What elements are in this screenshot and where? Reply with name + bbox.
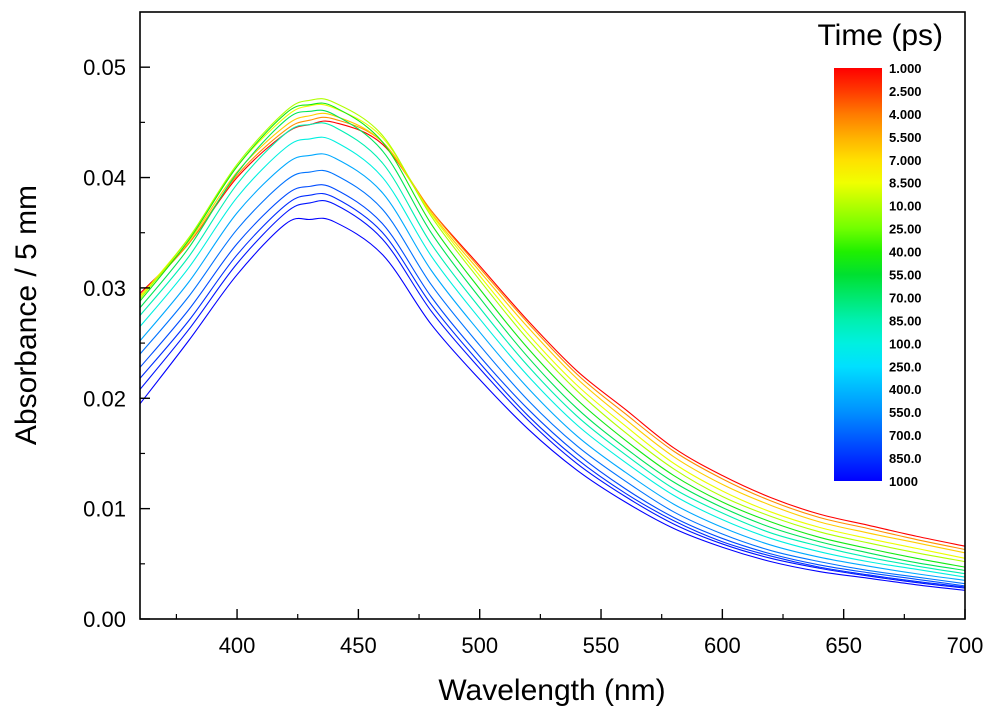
legend-label: 25.00 — [889, 222, 922, 237]
legend-label: 7.000 — [889, 153, 922, 168]
spectrum-line — [140, 153, 965, 581]
legend-label: 40.00 — [889, 245, 922, 260]
y-tick-label: 0.02 — [83, 386, 126, 411]
legend-label: 55.00 — [889, 268, 922, 283]
spectrum-line — [140, 184, 965, 587]
spectrum-line — [140, 98, 965, 563]
x-tick-label: 400 — [219, 633, 256, 658]
legend-label: 400.0 — [889, 382, 922, 397]
legend-label: 250.0 — [889, 359, 922, 374]
x-tick-label: 600 — [704, 633, 741, 658]
legend-label: 10.00 — [889, 199, 922, 214]
legend-label: 5.500 — [889, 130, 922, 145]
legend-label: 70.00 — [889, 290, 922, 305]
y-tick-label: 0.04 — [83, 166, 126, 191]
y-tick-label: 0.03 — [83, 276, 126, 301]
x-tick-label: 500 — [461, 633, 498, 658]
spectrum-line — [140, 217, 965, 591]
legend-label: 8.500 — [889, 176, 922, 191]
x-axis: 400 450 500 550 600 650 700 — [175, 609, 984, 658]
legend-label: 2.500 — [889, 84, 922, 99]
y-tick-label: 0.00 — [83, 607, 126, 632]
x-tick-label: 650 — [825, 633, 862, 658]
spectra-series-group — [140, 98, 965, 591]
y-axis-label: Absorbance / 5 mm — [10, 185, 43, 445]
legend-label: 1.000 — [889, 61, 922, 76]
legend-label: 1000 — [889, 474, 918, 489]
legend-label: 100.0 — [889, 336, 922, 351]
legend-label: 850.0 — [889, 451, 922, 466]
y-tick-label: 0.01 — [83, 497, 126, 522]
spectrum-line — [140, 103, 965, 559]
spectrum-line — [140, 200, 965, 589]
x-tick-label: 700 — [947, 633, 984, 658]
spectrum-line — [140, 192, 965, 588]
legend-colorbar — [834, 68, 882, 481]
spectrum-line — [140, 109, 965, 571]
x-axis-label: Wavelength (nm) — [438, 674, 665, 707]
legend-label: 550.0 — [889, 405, 922, 420]
spectrum-line — [140, 116, 965, 551]
y-tick-label: 0.05 — [83, 55, 126, 80]
legend-label: 85.00 — [889, 313, 922, 328]
legend-labels: 1.000 2.500 4.000 5.500 7.000 8.500 10.00 25.00… — [889, 61, 922, 489]
spectrum-line — [140, 169, 965, 585]
spectrum-line — [140, 136, 965, 578]
spectrum-line — [140, 112, 965, 554]
x-tick-label: 550 — [583, 633, 620, 658]
legend-label: 700.0 — [889, 428, 922, 443]
x-tick-label: 450 — [340, 633, 377, 658]
y-axis: 0.00 0.01 0.02 0.03 0.04 0.05 — [83, 55, 150, 632]
legend-label: 4.000 — [889, 107, 922, 122]
spectrum-line — [140, 122, 965, 575]
plot-frame — [139, 11, 966, 620]
legend: Time (ps) 1.000 2.500 4.000 5.500 7.000 8.500… — [817, 19, 943, 489]
legend-title: Time (ps) — [817, 19, 943, 52]
spectrum-line — [140, 102, 965, 568]
